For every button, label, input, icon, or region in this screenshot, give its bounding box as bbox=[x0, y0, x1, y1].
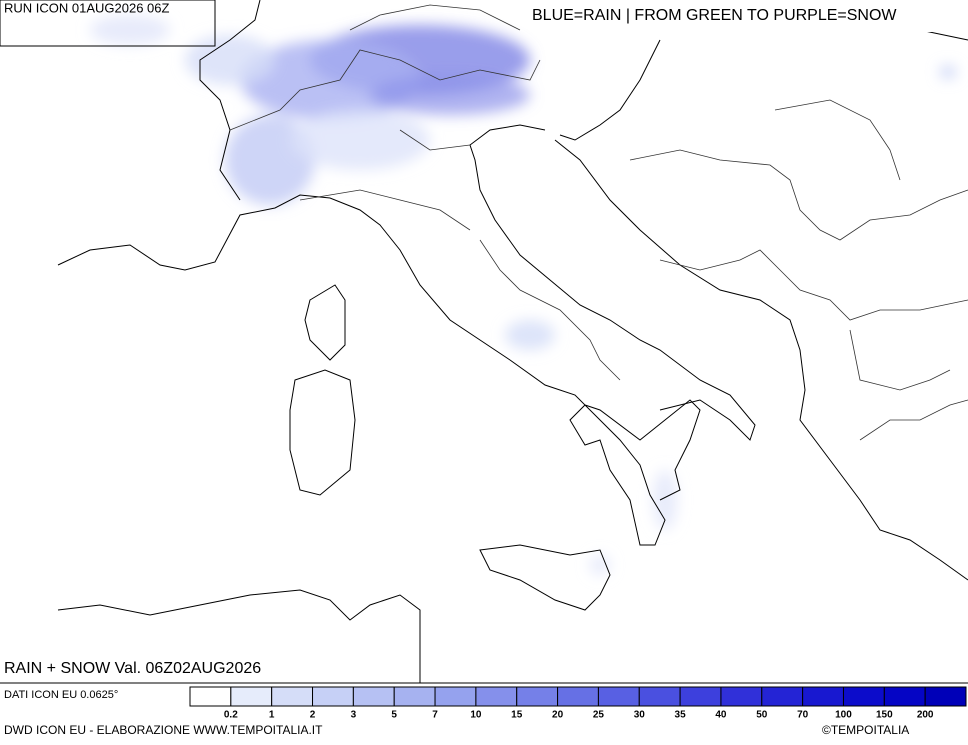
map-background bbox=[0, 0, 968, 683]
legend-threshold: 1 bbox=[269, 710, 275, 721]
legend-threshold: 25 bbox=[593, 710, 605, 721]
borders bbox=[229, 4, 968, 441]
legend-threshold: 100 bbox=[835, 710, 852, 721]
legend-swatch bbox=[475, 686, 518, 707]
legend-swatch bbox=[312, 686, 354, 707]
legend-threshold: 150 bbox=[876, 710, 893, 721]
legend-swatch bbox=[271, 686, 314, 707]
legend-swatch bbox=[802, 686, 844, 707]
legend-threshold: 15 bbox=[511, 710, 523, 721]
legend-threshold: 10 bbox=[470, 710, 482, 721]
copyright: ©TEMPOITALIA bbox=[822, 723, 909, 737]
legend: 0.2 1 2 3 5 7 10 15 20 25 30 35 40 50 70 100 150 200 bbox=[189, 686, 967, 721]
legend-swatch bbox=[720, 686, 763, 707]
legend-swatch bbox=[679, 686, 722, 707]
legend-swatch bbox=[557, 686, 599, 707]
legend-threshold: 50 bbox=[756, 710, 768, 721]
legend-threshold: 200 bbox=[917, 710, 934, 721]
legend-swatch bbox=[352, 686, 395, 707]
legend-swatch bbox=[189, 686, 232, 707]
credit: DWD ICON EU - ELABORAZIONE WWW.TEMPOITAL… bbox=[4, 723, 323, 737]
legend-swatch bbox=[230, 686, 273, 707]
legend-swatch bbox=[597, 686, 640, 707]
legend-threshold: 70 bbox=[797, 710, 809, 721]
source-label: DATI ICON EU 0.0625° bbox=[4, 689, 118, 701]
note-box bbox=[530, 0, 968, 32]
legend-threshold: 5 bbox=[391, 710, 397, 721]
legend-swatch bbox=[842, 686, 885, 707]
note-label: BLUE=RAIN | FROM GREEN TO PURPLE=SNOW bbox=[532, 7, 897, 24]
legend-swatch bbox=[516, 686, 559, 707]
precipitation bbox=[90, 15, 956, 575]
legend-threshold: 40 bbox=[715, 710, 727, 721]
run-box bbox=[0, 0, 216, 47]
legend-swatch bbox=[924, 686, 967, 707]
map-title: RAIN + SNOW Val. 06Z02AUG2026 bbox=[4, 660, 261, 677]
legend-threshold: 20 bbox=[552, 710, 564, 721]
legend-swatch bbox=[434, 686, 477, 707]
legend-threshold: 2 bbox=[310, 710, 316, 721]
run-label: RUN ICON 01AUG2026 06Z bbox=[4, 0, 170, 15]
legend-threshold: 30 bbox=[634, 710, 646, 721]
legend-threshold: 7 bbox=[432, 710, 438, 721]
legend-swatch bbox=[761, 686, 804, 707]
legend-swatch bbox=[883, 686, 926, 707]
legend-threshold: 35 bbox=[675, 710, 687, 721]
legend-swatch bbox=[638, 686, 681, 707]
legend-swatch bbox=[393, 686, 436, 707]
legend-threshold: 3 bbox=[351, 710, 357, 721]
legend-threshold: 0.2 bbox=[224, 710, 238, 721]
